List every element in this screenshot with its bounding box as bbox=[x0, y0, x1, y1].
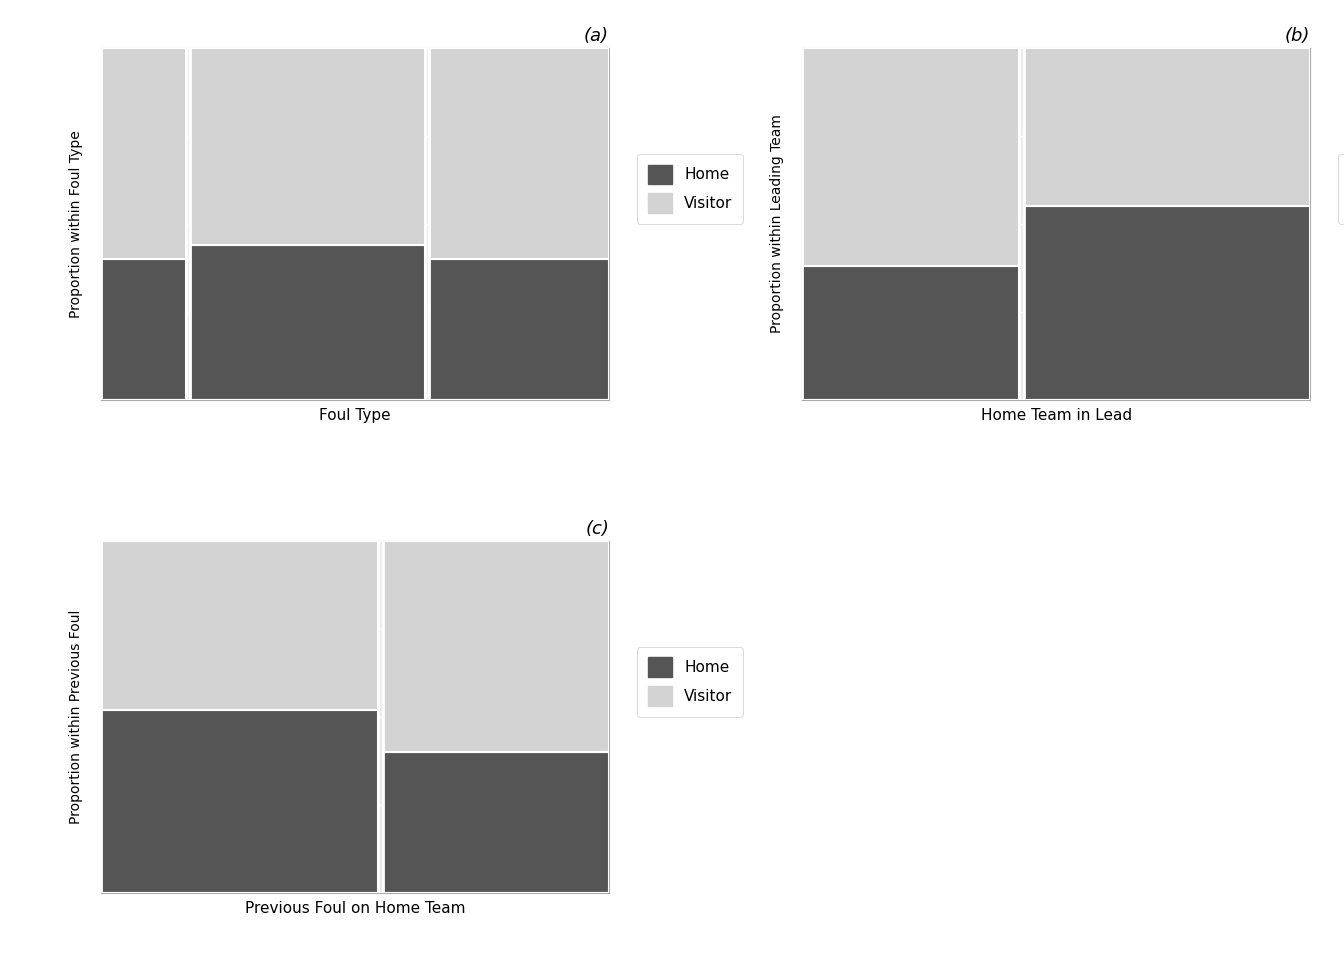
Bar bbox=[429, 259, 609, 400]
X-axis label: Previous Foul on Home Team: Previous Foul on Home Team bbox=[245, 901, 465, 916]
Bar bbox=[802, 48, 1019, 266]
Text: (b): (b) bbox=[1285, 27, 1310, 45]
Bar bbox=[383, 752, 609, 893]
Legend: Home, Visitor: Home, Visitor bbox=[1339, 154, 1344, 224]
Text: (c): (c) bbox=[585, 520, 609, 538]
Legend: Home, Visitor: Home, Visitor bbox=[637, 647, 743, 716]
Bar bbox=[190, 48, 425, 245]
Bar bbox=[101, 259, 185, 400]
Bar bbox=[802, 266, 1019, 400]
Y-axis label: Proportion within Previous Foul: Proportion within Previous Foul bbox=[69, 610, 83, 824]
Bar bbox=[1024, 48, 1310, 206]
X-axis label: Home Team in Lead: Home Team in Lead bbox=[981, 408, 1132, 423]
Bar bbox=[383, 540, 609, 752]
Y-axis label: Proportion within Leading Team: Proportion within Leading Team bbox=[770, 114, 784, 333]
Y-axis label: Proportion within Foul Type: Proportion within Foul Type bbox=[69, 131, 83, 318]
Bar bbox=[429, 48, 609, 259]
Bar bbox=[101, 540, 378, 709]
Text: (a): (a) bbox=[585, 27, 609, 45]
Bar bbox=[190, 245, 425, 400]
Legend: Home, Visitor: Home, Visitor bbox=[637, 154, 743, 224]
Bar bbox=[1024, 206, 1310, 400]
Bar bbox=[101, 48, 185, 259]
X-axis label: Foul Type: Foul Type bbox=[319, 408, 391, 423]
Bar bbox=[101, 709, 378, 893]
